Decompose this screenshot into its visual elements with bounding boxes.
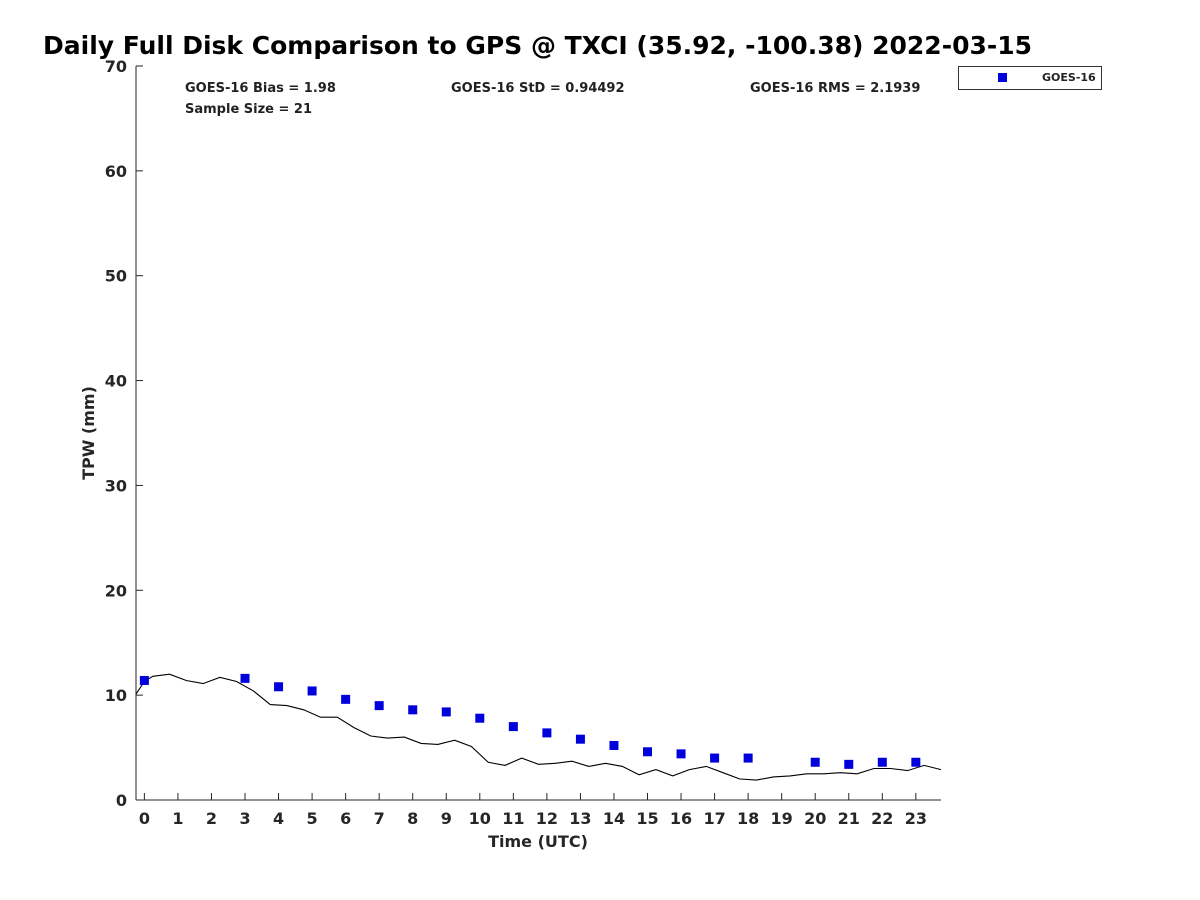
- axes: 0 1 2 3 4 5 6 7 8 9 10 11 12 13 14 15 16 17 18 19 20 21 22 2301…: [105, 57, 941, 828]
- y-axis-label: TPW (mm): [79, 386, 98, 480]
- chart-title: Daily Full Disk Comparison to GPS @ TXCI…: [43, 31, 1032, 60]
- gps-line: [135, 673, 942, 781]
- rms-stat: GOES-16 RMS = 2.1939: [750, 81, 920, 96]
- x-tick-label: 19: [771, 809, 793, 828]
- x-tick-label: 4: [273, 809, 284, 828]
- goes16-data-point: [341, 694, 351, 704]
- std-stat: GOES-16 StD = 0.94492: [451, 81, 625, 96]
- goes16-data-point: [877, 757, 887, 767]
- x-tick-label: 6: [340, 809, 351, 828]
- x-axis-label: Time (UTC): [488, 832, 588, 851]
- goes16-data-point: [676, 749, 686, 759]
- x-tick-label: 8: [407, 809, 418, 828]
- legend: GOES-16: [958, 66, 1102, 90]
- x-tick-label: 3: [239, 809, 250, 828]
- y-tick-label: 70: [105, 57, 127, 76]
- y-tick-label: 60: [105, 162, 127, 181]
- x-tick-label: 23: [905, 809, 927, 828]
- goes16-data-point: [643, 747, 653, 757]
- y-tick-label: 40: [105, 372, 127, 391]
- goes16-data-point: [307, 686, 317, 696]
- y-tick-label: 30: [105, 476, 127, 495]
- goes16-data-point: [542, 728, 552, 738]
- x-tick-label: 11: [502, 809, 524, 828]
- x-tick-label: 17: [703, 809, 725, 828]
- x-tick-label: 16: [670, 809, 692, 828]
- goes16-data-point: [508, 722, 518, 732]
- x-tick-label: 9: [441, 809, 452, 828]
- sample-size-stat: Sample Size = 21: [185, 102, 312, 117]
- legend-box: [958, 66, 1102, 90]
- x-tick-label: 0: [139, 809, 150, 828]
- x-tick-label: 1: [172, 809, 183, 828]
- goes16-data-point: [240, 673, 250, 683]
- y-tick-label: 10: [105, 686, 127, 705]
- goes16-data-point: [575, 734, 585, 744]
- x-tick-label: 21: [838, 809, 860, 828]
- gps-line-series: [135, 673, 942, 781]
- goes16-data-point: [609, 740, 619, 750]
- y-tick-label: 20: [105, 581, 127, 600]
- y-tick-label: 0: [116, 791, 127, 810]
- x-tick-label: 15: [636, 809, 658, 828]
- goes16-data-point: [139, 675, 149, 685]
- x-tick-label: 10: [469, 809, 491, 828]
- goes16-data-point: [441, 707, 451, 717]
- x-tick-label: 13: [569, 809, 591, 828]
- goes16-data-point: [844, 759, 854, 769]
- goes16-data-point: [408, 705, 418, 715]
- goes16-point-series: [139, 673, 921, 769]
- x-tick-label: 22: [871, 809, 893, 828]
- x-tick-label: 20: [804, 809, 826, 828]
- legend-label: GOES-16: [1042, 71, 1096, 84]
- goes16-data-point: [810, 757, 820, 767]
- x-tick-label: 14: [603, 809, 625, 828]
- x-tick-label: 5: [307, 809, 318, 828]
- goes16-data-point: [274, 682, 284, 692]
- legend-marker: [998, 73, 1007, 82]
- goes16-data-point: [710, 753, 720, 763]
- goes16-data-point: [475, 713, 485, 723]
- x-tick-label: 7: [374, 809, 385, 828]
- y-tick-label: 50: [105, 267, 127, 286]
- goes16-data-point: [911, 757, 921, 767]
- goes16-data-point: [743, 753, 753, 763]
- goes16-data-point: [374, 701, 384, 711]
- x-tick-label: 18: [737, 809, 759, 828]
- x-tick-label: 2: [206, 809, 217, 828]
- x-tick-label: 12: [536, 809, 558, 828]
- bias-stat: GOES-16 Bias = 1.98: [185, 81, 336, 96]
